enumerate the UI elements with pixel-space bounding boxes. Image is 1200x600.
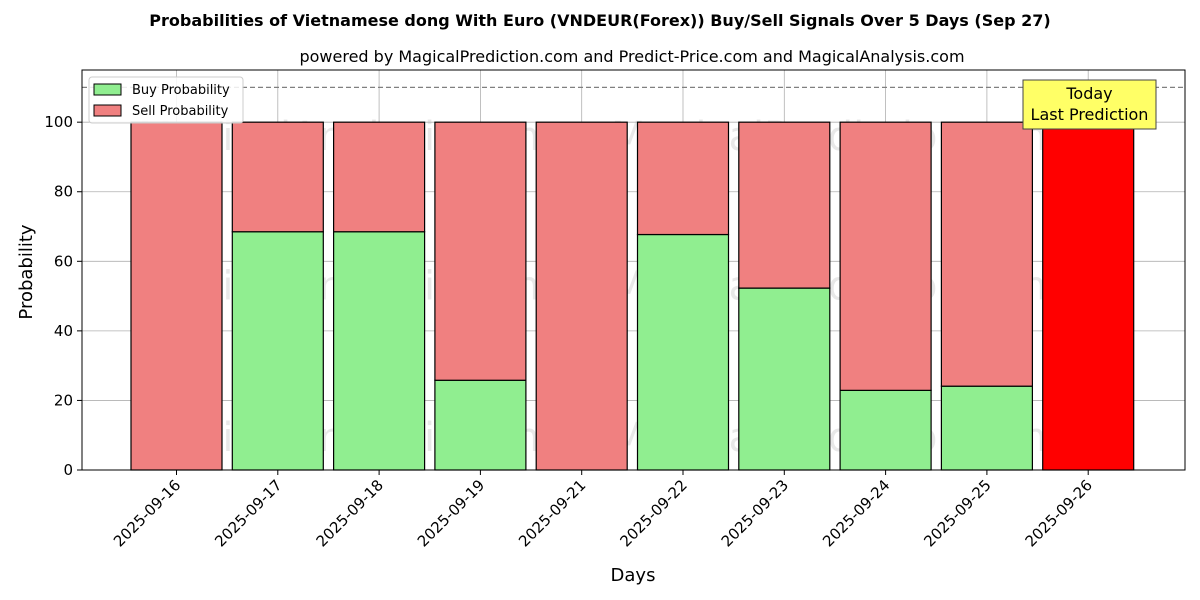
y-tick-label: 40 bbox=[54, 322, 73, 340]
y-tick-label: 0 bbox=[63, 461, 73, 479]
bar-buy bbox=[333, 231, 426, 471]
today-annotation: Today Last Prediction bbox=[1022, 79, 1157, 130]
bar-buy bbox=[636, 233, 730, 471]
x-tick-label: 2025-09-16 bbox=[110, 476, 184, 550]
y-tick-label: 80 bbox=[54, 183, 73, 201]
chart-subtitle: powered by MagicalPrediction.com and Pre… bbox=[299, 47, 964, 66]
bar-sell bbox=[535, 121, 628, 471]
bar-buy bbox=[738, 287, 831, 471]
legend-swatch bbox=[93, 104, 122, 117]
y-tick-label: 100 bbox=[44, 113, 73, 131]
x-axis-label: Days bbox=[611, 565, 656, 586]
x-tick-label: 2025-09-24 bbox=[819, 476, 893, 550]
legend-label: Buy Probability bbox=[132, 83, 230, 98]
bar-sell bbox=[333, 121, 426, 233]
bar-buy bbox=[434, 379, 527, 471]
bar-sell bbox=[130, 121, 223, 471]
bar-sell bbox=[940, 121, 1034, 387]
x-tick-label: 2025-09-26 bbox=[1022, 476, 1096, 550]
bar-buy bbox=[839, 389, 932, 471]
bar-sell bbox=[839, 121, 932, 391]
legend: Buy Probability Sell Probability bbox=[88, 76, 244, 124]
x-tick-label: 2025-09-22 bbox=[616, 476, 690, 550]
bar-sell bbox=[434, 121, 527, 381]
legend-label: Sell Probability bbox=[132, 104, 229, 119]
x-tick-label: 2025-09-18 bbox=[313, 476, 387, 550]
bar-sell bbox=[636, 121, 730, 236]
y-tick-label: 60 bbox=[54, 252, 73, 270]
x-tick-label: 2025-09-25 bbox=[920, 476, 994, 550]
annotation-text: Last Prediction bbox=[1031, 105, 1149, 124]
x-tick-label: 2025-09-23 bbox=[718, 476, 792, 550]
bars bbox=[130, 121, 1135, 471]
annotation-text: Today bbox=[1065, 84, 1112, 103]
legend-box bbox=[88, 76, 244, 124]
y-tick-label: 20 bbox=[54, 391, 73, 409]
x-tick-label: 2025-09-21 bbox=[515, 476, 589, 550]
x-tick-label: 2025-09-19 bbox=[414, 476, 488, 550]
bar-sell bbox=[1042, 121, 1135, 471]
legend-swatch bbox=[93, 83, 122, 96]
bar-buy bbox=[940, 385, 1034, 471]
annotation-box bbox=[1022, 79, 1157, 130]
x-axis: 2025-09-16 2025-09-17 2025-09-18 2025-09-19… bbox=[110, 470, 1096, 550]
y-axis-label: Probability bbox=[16, 224, 37, 319]
bar-sell bbox=[231, 121, 324, 233]
y-axis: 0 20 40 60 80 100 bbox=[44, 113, 82, 479]
bar-buy bbox=[231, 231, 324, 471]
chart-title: Probabilities of Vietnamese dong With Eu… bbox=[149, 11, 1050, 30]
bar-sell bbox=[738, 121, 831, 289]
plot-frame bbox=[81, 69, 1186, 471]
x-tick-label: 2025-09-17 bbox=[211, 476, 285, 550]
